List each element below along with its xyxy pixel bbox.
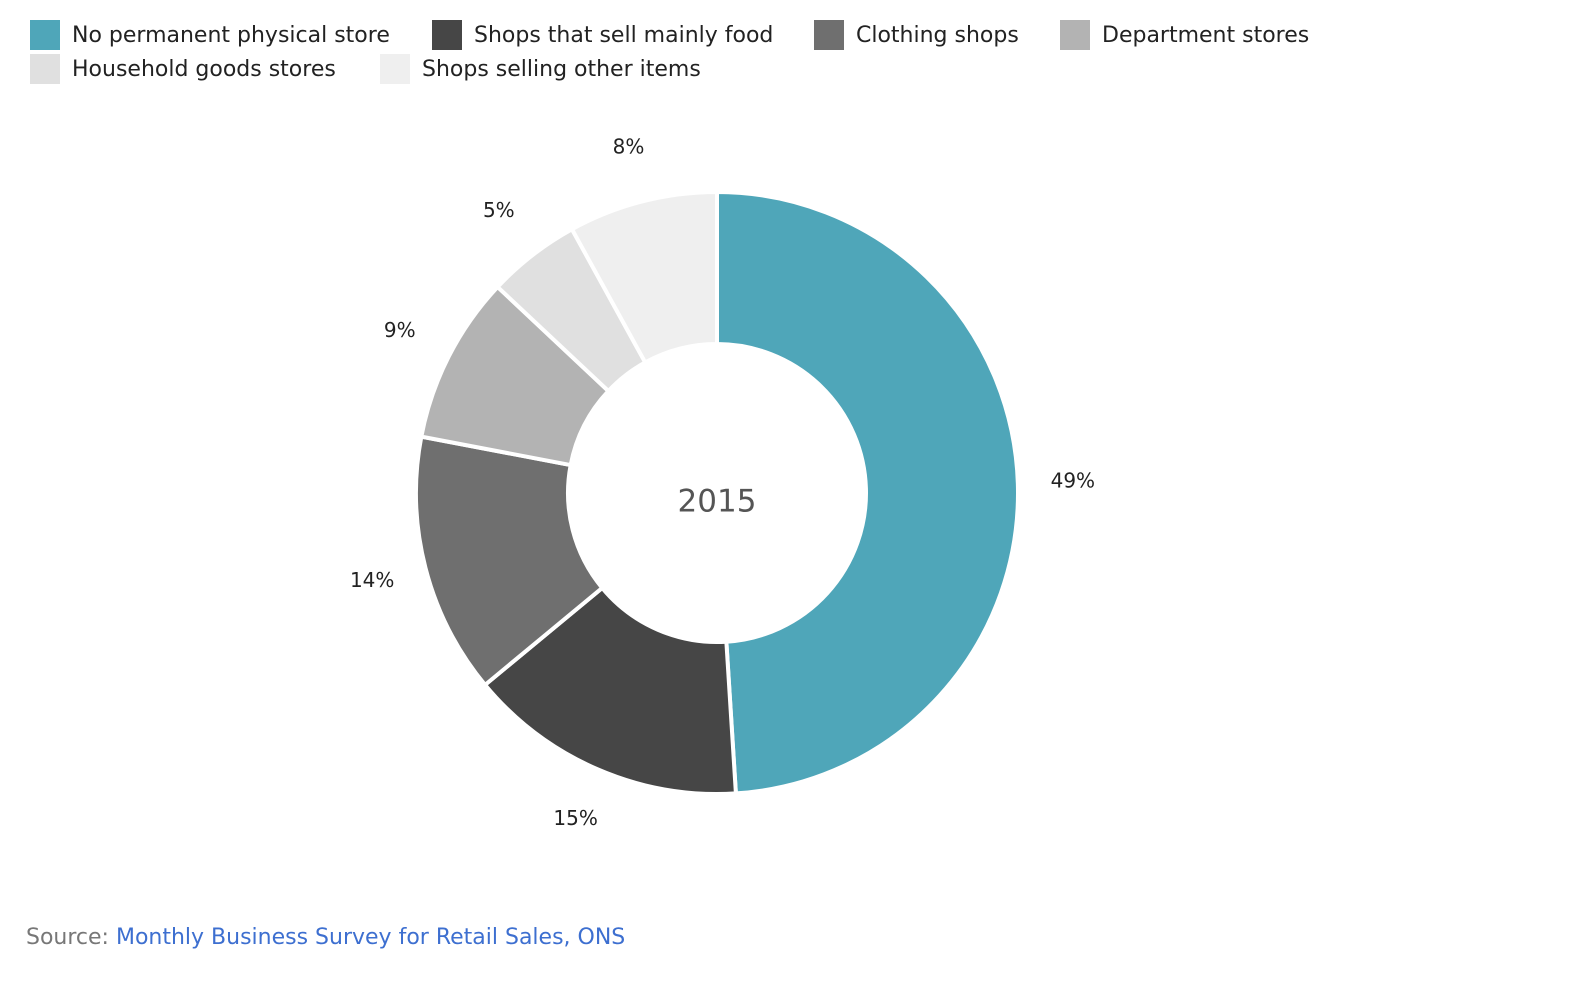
source-note: Source: Monthly Business Survey for Reta…: [26, 925, 625, 950]
legend-label: Shops that sell mainly food: [474, 22, 774, 48]
slice-other-items[interactable]: [569, 189, 719, 366]
legend-swatch: [814, 20, 844, 50]
slice-label-food-shops: 15%: [553, 806, 597, 830]
chart-legend: No permanent physical store Shops that s…: [30, 18, 1430, 86]
legend-label: Clothing shops: [856, 22, 1019, 48]
legend-swatch: [380, 54, 410, 84]
donut-chart: 49% 15% 14% 9% 5% 8% 2015: [350, 135, 1095, 831]
slice-label-department-stores: 9%: [384, 318, 416, 342]
legend-swatch: [30, 20, 60, 50]
legend-swatch: [30, 54, 60, 84]
slice-clothing-shops[interactable]: [414, 434, 606, 688]
center-label: 2015: [678, 484, 757, 520]
slice-label-no-permanent-store: 49%: [1051, 468, 1095, 492]
legend-label: Department stores: [1102, 22, 1310, 48]
slice-no-permanent-store[interactable]: [715, 189, 1020, 796]
legend-swatch: [432, 20, 462, 50]
legend-item-clothing-shops[interactable]: Clothing shops: [814, 20, 1020, 50]
legend-item-household-goods[interactable]: Household goods stores: [30, 54, 340, 84]
legend-item-other-items[interactable]: Shops selling other items: [380, 54, 701, 84]
slice-labels: 49% 15% 14% 9% 5% 8%: [350, 135, 1095, 831]
legend-item-department-stores[interactable]: Department stores: [1060, 20, 1309, 50]
legend-row: Household goods stores Shops selling oth…: [30, 52, 1430, 86]
slice-label-clothing-shops: 14%: [350, 568, 394, 592]
legend-swatch: [1060, 20, 1090, 50]
legend-label: Household goods stores: [72, 56, 336, 82]
donut-slices: [414, 189, 1020, 796]
legend-label: No permanent physical store: [72, 22, 390, 48]
slice-label-household-goods: 5%: [483, 198, 515, 222]
legend-item-no-permanent-store[interactable]: No permanent physical store: [30, 20, 392, 50]
source-prefix: Source:: [26, 925, 116, 950]
slice-label-other-items: 8%: [613, 135, 645, 159]
source-link[interactable]: Monthly Business Survey for Retail Sales…: [115, 925, 626, 950]
slice-food-shops[interactable]: [482, 585, 739, 796]
legend-row: No permanent physical store Shops that s…: [30, 18, 1430, 52]
legend-label: Shops selling other items: [422, 56, 701, 82]
legend-item-food-shops[interactable]: Shops that sell mainly food: [432, 20, 774, 50]
